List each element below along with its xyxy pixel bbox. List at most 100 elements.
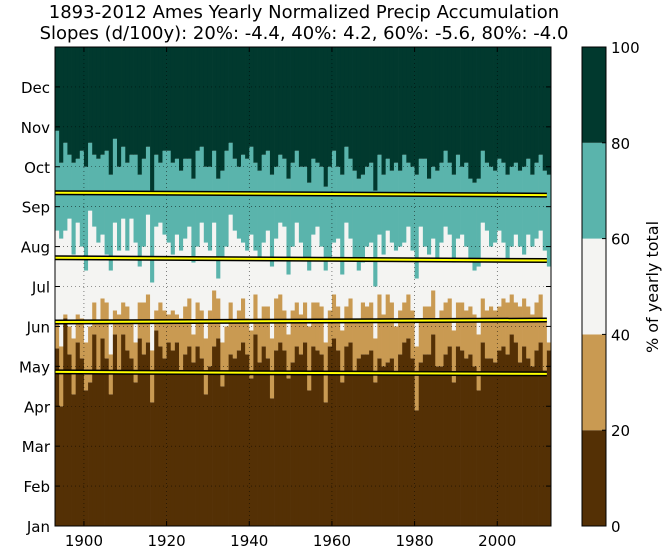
bar-segment xyxy=(269,338,275,399)
bar-segment xyxy=(174,342,180,526)
bar-segment xyxy=(546,266,552,343)
colorbar-label: % of yearly total xyxy=(643,221,662,353)
bar-segment xyxy=(385,362,391,526)
bar-segment xyxy=(410,358,415,526)
bar-segment xyxy=(435,366,440,526)
bar-segment xyxy=(261,47,267,155)
bar-segment xyxy=(414,278,420,347)
x-tick-label: 1900 xyxy=(65,532,103,550)
bar-segment xyxy=(67,326,72,355)
bar-segment xyxy=(228,302,234,355)
bar-segment xyxy=(183,238,188,307)
bar-segment xyxy=(369,162,374,243)
bar-segment xyxy=(526,358,531,526)
bar-segment xyxy=(455,47,461,155)
bar-segment xyxy=(158,47,163,163)
bar-segment xyxy=(517,47,523,171)
bar-segment xyxy=(538,47,544,155)
bar-segment xyxy=(241,342,246,526)
bar-segment xyxy=(356,47,362,179)
bar-segment xyxy=(71,47,77,163)
y-tick-label: Sep xyxy=(22,199,50,217)
bar-segment xyxy=(398,310,403,355)
bar-segment xyxy=(348,238,353,299)
bar-segment xyxy=(352,370,358,526)
bar-segment xyxy=(480,342,486,526)
bar-segment xyxy=(212,47,217,151)
bar-segment xyxy=(141,47,147,159)
bar-segment xyxy=(435,318,440,367)
bar-segment xyxy=(385,294,391,363)
bar-segment xyxy=(236,47,242,167)
colorbar-tick-label: 60 xyxy=(611,231,630,249)
bar-segment xyxy=(92,302,97,335)
bar-segment xyxy=(145,214,151,295)
bar-segment xyxy=(203,47,209,167)
bar-segment xyxy=(501,162,506,243)
bar-segment xyxy=(96,242,101,323)
bar-segment xyxy=(59,162,64,239)
bar-segment xyxy=(269,47,275,175)
bar-segment xyxy=(534,350,539,526)
bar-segment xyxy=(137,338,143,526)
y-tick-label: Oct xyxy=(24,159,50,177)
bar-segment xyxy=(286,334,291,379)
bar-segment xyxy=(83,47,89,167)
bar-segment xyxy=(224,150,229,247)
bar-segment xyxy=(431,290,436,335)
bar-segment xyxy=(145,146,151,215)
bar-segment xyxy=(303,258,308,303)
bar-segment xyxy=(257,362,263,526)
bar-segment xyxy=(117,314,122,375)
bar-segment xyxy=(327,166,333,259)
bar-segment xyxy=(505,302,511,355)
bar-segment xyxy=(104,47,110,151)
bar-segment xyxy=(129,358,134,526)
bar-segment xyxy=(460,302,465,351)
bar-segment xyxy=(257,258,263,319)
bar-segment xyxy=(398,246,403,311)
bar-segment xyxy=(150,402,155,526)
bar-segment xyxy=(489,358,494,526)
bar-segment xyxy=(365,306,370,355)
bar-segment xyxy=(282,47,287,159)
bar-segment xyxy=(468,47,473,179)
bar-segment xyxy=(298,166,304,243)
bar-segment xyxy=(203,394,209,526)
bar-segment xyxy=(133,382,139,526)
bar-segment xyxy=(133,242,139,343)
y-tick-label: Feb xyxy=(23,478,50,496)
bar-segment xyxy=(220,258,225,343)
bar-segment xyxy=(373,286,378,339)
bar-segment xyxy=(443,47,449,151)
bar-segment xyxy=(154,226,159,311)
bar-segment xyxy=(150,282,155,351)
bar-segment xyxy=(319,306,325,355)
bar-segment xyxy=(241,47,246,155)
bar-segment xyxy=(83,166,89,271)
plot-area xyxy=(54,46,552,527)
bar-segment xyxy=(546,47,552,175)
bar-segment xyxy=(311,234,316,303)
bar-segment xyxy=(104,358,110,526)
bar-segment xyxy=(381,47,387,175)
bar-segment xyxy=(63,314,68,319)
bar-segment xyxy=(427,178,432,255)
bar-segment xyxy=(497,350,502,526)
bar-segment xyxy=(319,354,325,526)
bar-segment xyxy=(331,150,337,243)
bar-segment xyxy=(216,298,221,339)
bar-segment xyxy=(245,318,250,355)
bar-segment xyxy=(319,246,325,307)
bar-segment xyxy=(377,47,382,155)
bar-segment xyxy=(439,366,444,526)
y-tick-label: Jun xyxy=(26,318,50,336)
bar-segment xyxy=(195,47,201,151)
bar-segment xyxy=(336,238,341,307)
bar-segment xyxy=(509,294,515,335)
bar-segment xyxy=(170,162,176,255)
bar-segment xyxy=(439,47,444,163)
bar-segment xyxy=(261,242,267,307)
chart-title-line1: 1893-2012 Ames Yearly Normalized Precip … xyxy=(49,2,559,23)
bar-segment xyxy=(311,346,316,527)
